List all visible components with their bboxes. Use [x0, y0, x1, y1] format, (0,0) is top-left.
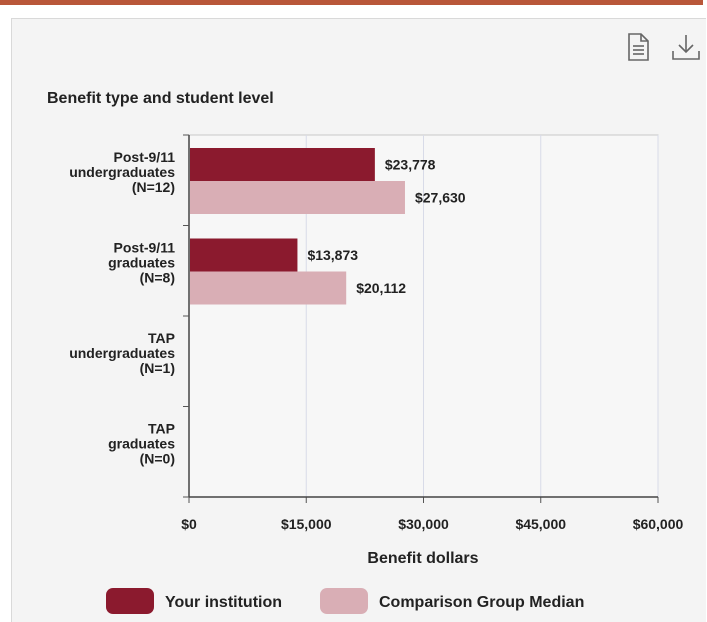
- x-tick-label: $30,000: [398, 516, 449, 532]
- chart-title: Benefit type and student level: [47, 90, 274, 107]
- top-accent-rule: [0, 0, 703, 5]
- legend-comparison-median-swatch: [320, 588, 368, 614]
- data-label: $23,778: [385, 157, 436, 173]
- category-label: TAP: [148, 330, 175, 346]
- x-tick-label: $0: [181, 516, 197, 532]
- x-axis-title: Benefit dollars: [367, 550, 478, 567]
- data-label: $20,112: [356, 280, 406, 296]
- legend-your-institution-swatch: [106, 588, 154, 614]
- download-icon[interactable]: [670, 31, 702, 63]
- data-label: $13,873: [307, 247, 358, 263]
- category-label: Post-9/11: [114, 240, 176, 256]
- legend-your-institution-label: Your institution: [165, 594, 282, 611]
- x-tick-label: $45,000: [515, 516, 566, 532]
- category-label: undergraduates: [69, 164, 175, 180]
- category-label: (N=8): [140, 270, 175, 286]
- bar-your-institution: [190, 238, 298, 272]
- bar-comparison-median: [190, 181, 405, 214]
- category-label: Post-9/11: [114, 149, 176, 165]
- document-icon[interactable]: [624, 31, 652, 63]
- category-label: graduates: [108, 255, 175, 271]
- legend-comparison-median-label: Comparison Group Median: [379, 594, 584, 611]
- category-label: (N=1): [140, 360, 175, 376]
- category-label: graduates: [108, 436, 175, 452]
- category-label: TAP: [148, 421, 175, 437]
- category-label: (N=12): [132, 179, 175, 195]
- bar-comparison-median: [190, 271, 347, 305]
- category-label: undergraduates: [69, 345, 175, 361]
- x-tick-label: $60,000: [633, 516, 684, 532]
- bar-your-institution: [190, 148, 375, 181]
- x-tick-label: $15,000: [281, 516, 332, 532]
- data-label: $27,630: [415, 190, 466, 206]
- category-label: (N=0): [140, 451, 175, 467]
